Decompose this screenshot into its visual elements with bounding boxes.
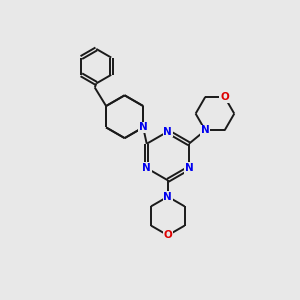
Text: O: O	[164, 230, 172, 240]
Text: N: N	[139, 122, 148, 132]
Text: N: N	[164, 127, 172, 136]
Text: N: N	[201, 125, 210, 135]
Text: N: N	[184, 163, 193, 173]
Text: N: N	[164, 192, 172, 202]
Text: O: O	[220, 92, 229, 102]
Text: N: N	[142, 163, 151, 173]
